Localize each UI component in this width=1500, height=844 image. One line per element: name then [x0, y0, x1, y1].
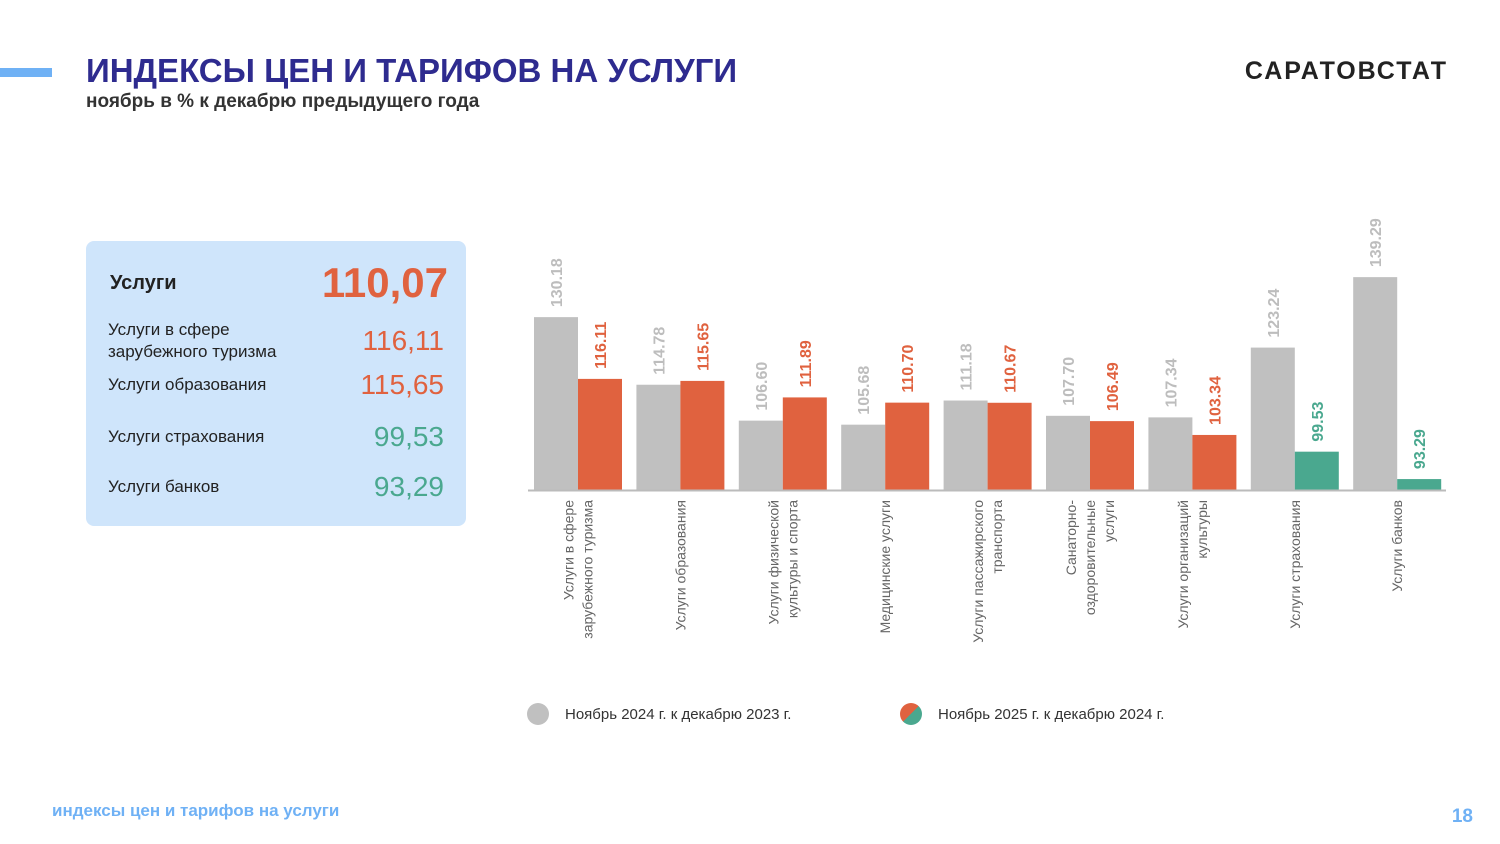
data-label: 111.18	[959, 343, 976, 390]
legend-label: Ноябрь 2024 г. к декабрю 2023 г.	[565, 705, 792, 723]
summary-item-value: 115,65	[360, 369, 444, 400]
x-tick-label-line: оздоровительные	[1082, 500, 1098, 615]
bar-2025	[782, 397, 827, 490]
data-label: 139.29	[1368, 218, 1385, 267]
data-label: 93.29	[1412, 429, 1429, 469]
data-label: 106.60	[754, 362, 771, 411]
x-tick-label-line: Услуги физической	[765, 500, 781, 625]
bar-2025	[987, 402, 1032, 490]
page-number: 18	[1451, 806, 1473, 827]
x-tick-label-line: Услуги страхования	[1287, 500, 1303, 629]
x-tick-label: Услуги физической культуры и спорта	[765, 500, 800, 625]
bar-2024	[534, 317, 578, 490]
bar-2024	[1353, 277, 1398, 490]
bar-2024	[1046, 415, 1090, 490]
page-title: ИНДЕКСЫ ЦЕН И ТАРИФОВ НА УСЛУГИ	[86, 52, 738, 89]
x-tick-label-line: Медицинские услуги	[877, 500, 893, 633]
x-tick-label-line: культуры и спорта	[784, 500, 800, 618]
summary-card: Услуги 110,07 Услуги в сфере зарубежного…	[86, 241, 466, 526]
summary-item-label: Услуги образования	[108, 375, 267, 394]
data-label: 114.78	[651, 327, 668, 375]
x-tick-label: Санаторно-оздоровительные услуги	[1063, 500, 1117, 615]
data-label: 130.18	[549, 258, 566, 307]
summary-item: Услуги в сфере зарубежного туризма 116,11	[108, 319, 444, 363]
data-label: 123.24	[1266, 289, 1283, 338]
legend-split-dot-icon	[900, 703, 922, 725]
page-subtitle: ноябрь в % к декабрю предыдущего года	[86, 91, 480, 112]
bar-2025	[1090, 421, 1134, 490]
summary-item-label: Услуги страхования	[108, 427, 265, 446]
x-tick-label: Услуги банков	[1389, 500, 1405, 592]
data-label: 99.53	[1310, 402, 1327, 442]
x-tick-label-line: транспорта	[989, 500, 1005, 574]
summary-item-value: 93,29	[373, 471, 444, 502]
legend-label: Ноябрь 2025 г. к декабрю 2024 г.	[938, 705, 1165, 723]
legend-item-2025: Ноябрь 2025 г. к декабрю 2024 г.	[900, 703, 1164, 725]
footer-text: индексы цен и тарифов на услуги	[52, 801, 340, 820]
bar-2024	[1148, 417, 1193, 490]
data-label: 105.68	[856, 366, 873, 415]
x-tick-label: Медицинские услуги	[877, 500, 893, 633]
x-tick-label-line: Услуги в сфере	[561, 500, 577, 600]
bar-2025	[680, 380, 725, 490]
data-label: 107.34	[1163, 358, 1180, 407]
bar-2024	[1250, 347, 1295, 490]
bar-2025	[578, 378, 622, 490]
summary-main-label: Услуги	[110, 272, 177, 294]
summary-item: Услуги образования 115,65	[108, 369, 444, 401]
bar-2025	[1192, 434, 1237, 490]
data-label: 110.70	[900, 344, 917, 392]
data-label: 106.49	[1105, 362, 1122, 411]
x-tick-label: Услуги страхования	[1287, 500, 1303, 629]
data-label: 115.65	[695, 323, 712, 371]
x-tick-label: Услуги пассажирского транспорта	[970, 500, 1005, 643]
summary-item-label: Услуги в сфере зарубежного туризма	[108, 320, 277, 361]
x-tick-label-line: зарубежного туризма	[580, 500, 596, 639]
summary-item-value: 99,53	[373, 421, 444, 452]
bar-2024	[738, 420, 783, 490]
data-label: 111.89	[798, 340, 815, 387]
x-tick-label-line: Санаторно-	[1063, 500, 1079, 576]
x-tick-label-line: Услуги банков	[1389, 500, 1405, 592]
bar-2024	[943, 400, 988, 490]
bar-2025	[885, 402, 930, 490]
legend-item-2024: Ноябрь 2024 г. к декабрю 2023 г.	[527, 703, 791, 725]
summary-main-row: Услуги 110,07	[108, 259, 448, 307]
legend-gray-dot-icon	[527, 703, 549, 725]
summary-main-value: 110,07	[321, 259, 448, 306]
bar-2024	[841, 424, 886, 490]
summary-item: Услуги банков 93,29	[108, 471, 444, 503]
data-label: 107.70	[1061, 357, 1078, 406]
data-label: 116.11	[593, 322, 610, 369]
data-label: 110.67	[1003, 345, 1020, 393]
x-tick-label: Услуги образования	[672, 500, 688, 630]
x-tick-label-line: Услуги организаций	[1175, 500, 1191, 629]
accent-bar	[0, 68, 52, 77]
summary-item-label: Услуги банков	[108, 477, 220, 496]
summary-item: Услуги страхования 99,53	[108, 421, 444, 453]
data-label: 103.34	[1207, 376, 1224, 425]
bar-2025	[1294, 451, 1339, 490]
x-tick-label: Услуги организаций культуры	[1175, 500, 1210, 629]
x-tick-label: Услуги в сфере зарубежного туризма	[561, 500, 596, 639]
bar-2025	[1397, 479, 1442, 490]
x-tick-label-line: Услуги образования	[672, 500, 688, 630]
bar-2024	[636, 384, 681, 490]
x-tick-label-line: Услуги пассажирского	[970, 500, 986, 643]
summary-item-value: 116,11	[362, 325, 444, 356]
brand-logo: САРАТОВСТАТ	[1244, 57, 1448, 85]
x-tick-label-line: услуги	[1101, 500, 1117, 542]
x-tick-label-line: культуры	[1194, 500, 1210, 559]
